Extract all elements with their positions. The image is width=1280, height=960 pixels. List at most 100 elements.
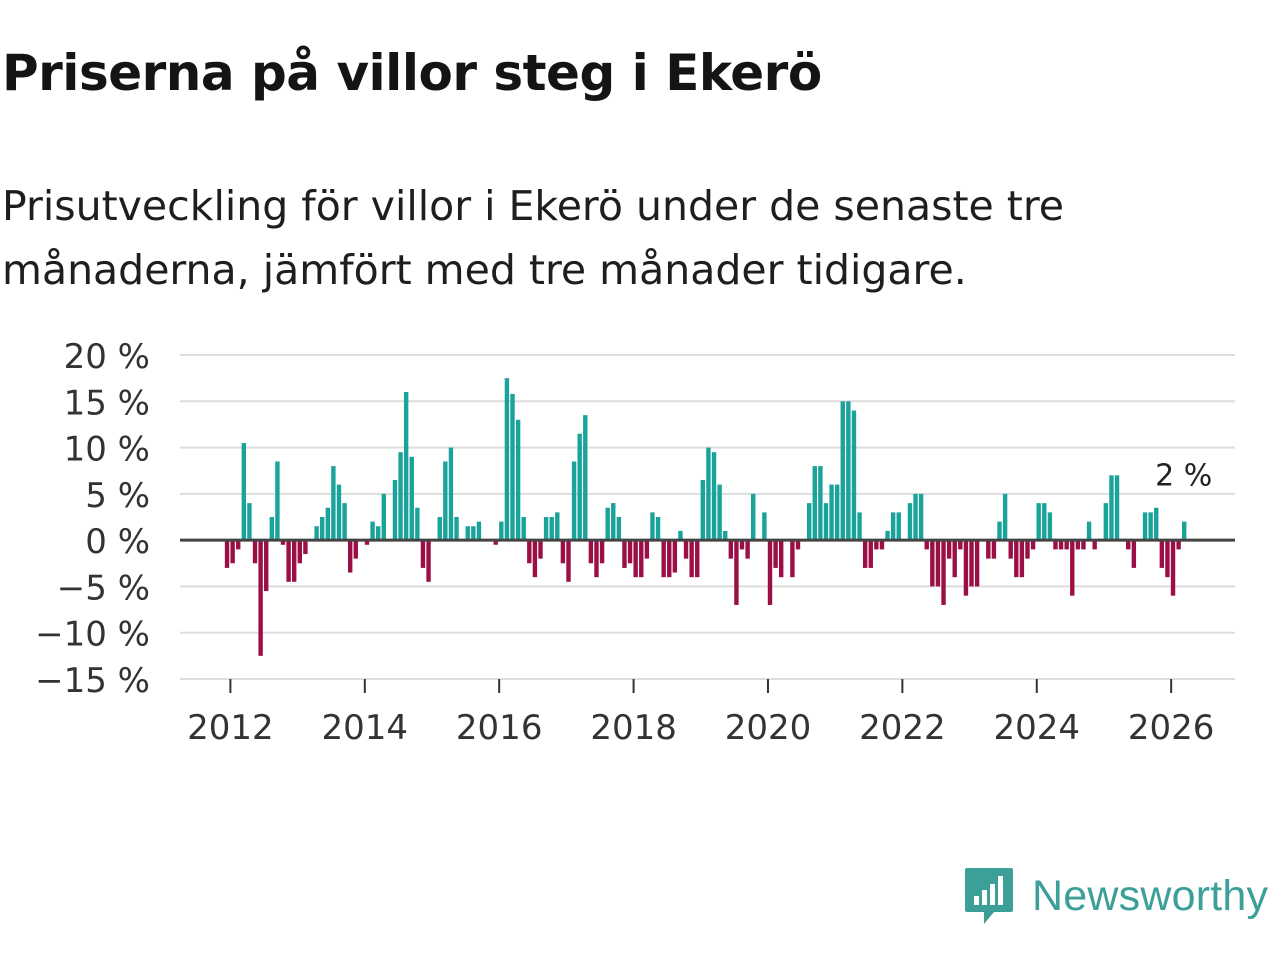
bar	[862, 540, 868, 568]
bar	[347, 540, 353, 573]
bar	[711, 452, 717, 541]
bar	[633, 540, 638, 578]
bar	[728, 540, 734, 559]
bar	[745, 540, 750, 559]
bar	[588, 540, 594, 564]
bar	[1014, 540, 1019, 578]
bar	[320, 517, 325, 541]
bar	[907, 503, 913, 541]
bar	[823, 503, 829, 541]
bar	[1047, 512, 1053, 541]
bar	[762, 512, 767, 541]
bar	[963, 540, 969, 596]
bar	[918, 493, 924, 541]
bar	[543, 517, 549, 541]
y-tick-label: −5 %	[57, 568, 150, 608]
bar	[1025, 540, 1030, 559]
bar	[353, 540, 358, 559]
y-tick-label: 10 %	[64, 430, 150, 470]
bar	[275, 461, 280, 541]
bar	[834, 484, 840, 541]
bar	[941, 540, 946, 605]
bar	[241, 442, 247, 541]
bar	[706, 447, 711, 541]
bar	[723, 530, 728, 541]
bar	[392, 479, 398, 541]
bar	[930, 540, 935, 587]
bar	[840, 401, 845, 541]
bar	[700, 479, 706, 541]
bar	[661, 540, 666, 578]
bar	[532, 540, 538, 578]
bar	[364, 540, 370, 545]
bar	[1126, 540, 1131, 550]
bar	[739, 540, 745, 550]
bar	[1081, 540, 1086, 550]
last-value-label: 2 %	[1155, 459, 1212, 494]
newsworthy-brand[interactable]: Newsworthy	[964, 864, 1268, 928]
bar	[1053, 540, 1058, 550]
bar	[510, 393, 515, 541]
bar	[1008, 540, 1013, 559]
x-tick-label: 2026	[1128, 708, 1215, 748]
bar	[504, 378, 510, 541]
bar	[280, 540, 286, 545]
bar	[566, 540, 571, 582]
x-tick-label: 2022	[859, 708, 946, 748]
bar	[829, 484, 834, 541]
bar	[476, 521, 482, 541]
bar	[1058, 540, 1064, 550]
bar	[1086, 521, 1092, 541]
page-title: Priserna på villor steg i Ekerö	[2, 44, 822, 102]
bar	[683, 540, 689, 559]
x-axis-tick-labels: 2012 2014 2016 2018 2020 2022 2024 2026	[187, 679, 1214, 748]
bar	[627, 540, 633, 564]
bar	[672, 540, 678, 573]
bar	[779, 540, 784, 578]
bar	[560, 540, 566, 564]
bar	[599, 540, 605, 564]
chart-subtitle: Prisutveckling för villor i Ekerö under …	[2, 182, 1065, 294]
bar	[767, 540, 773, 605]
bar	[969, 540, 974, 587]
bar	[415, 507, 420, 541]
y-axis-tick-labels: 20 % 15 % 10 % 5 % 0 % −5 % −10 % −15 %	[35, 337, 150, 701]
bar	[1170, 540, 1176, 596]
bar	[331, 466, 336, 541]
bar	[465, 526, 470, 541]
bar	[1064, 540, 1069, 550]
bar	[1114, 475, 1120, 541]
bar	[773, 540, 778, 568]
bar	[292, 540, 297, 582]
bar	[812, 466, 817, 541]
bar	[454, 517, 459, 541]
y-tick-label: 5 %	[85, 476, 150, 516]
bar	[1142, 512, 1148, 541]
annotations: 2 %	[1155, 459, 1212, 494]
bar	[409, 456, 414, 541]
bar	[1182, 521, 1187, 541]
bar	[515, 419, 521, 541]
bar	[398, 452, 403, 541]
bar	[991, 540, 997, 559]
bar	[1103, 503, 1109, 541]
x-tick-label: 2012	[187, 708, 274, 748]
bar	[644, 540, 650, 559]
bar	[689, 540, 694, 578]
bar	[269, 517, 275, 541]
bar	[521, 517, 526, 541]
bar	[986, 540, 991, 559]
bar	[264, 540, 269, 592]
bar	[303, 540, 308, 555]
bar	[1159, 540, 1165, 568]
bar	[1019, 540, 1025, 578]
bar	[426, 540, 431, 582]
y-tick-label: 20 %	[64, 337, 150, 377]
bar	[616, 517, 622, 541]
bar	[437, 517, 442, 541]
bar	[571, 461, 577, 541]
bar	[1075, 540, 1081, 550]
bar	[1165, 540, 1170, 578]
y-tick-label: 15 %	[64, 383, 150, 423]
bar	[583, 415, 588, 541]
